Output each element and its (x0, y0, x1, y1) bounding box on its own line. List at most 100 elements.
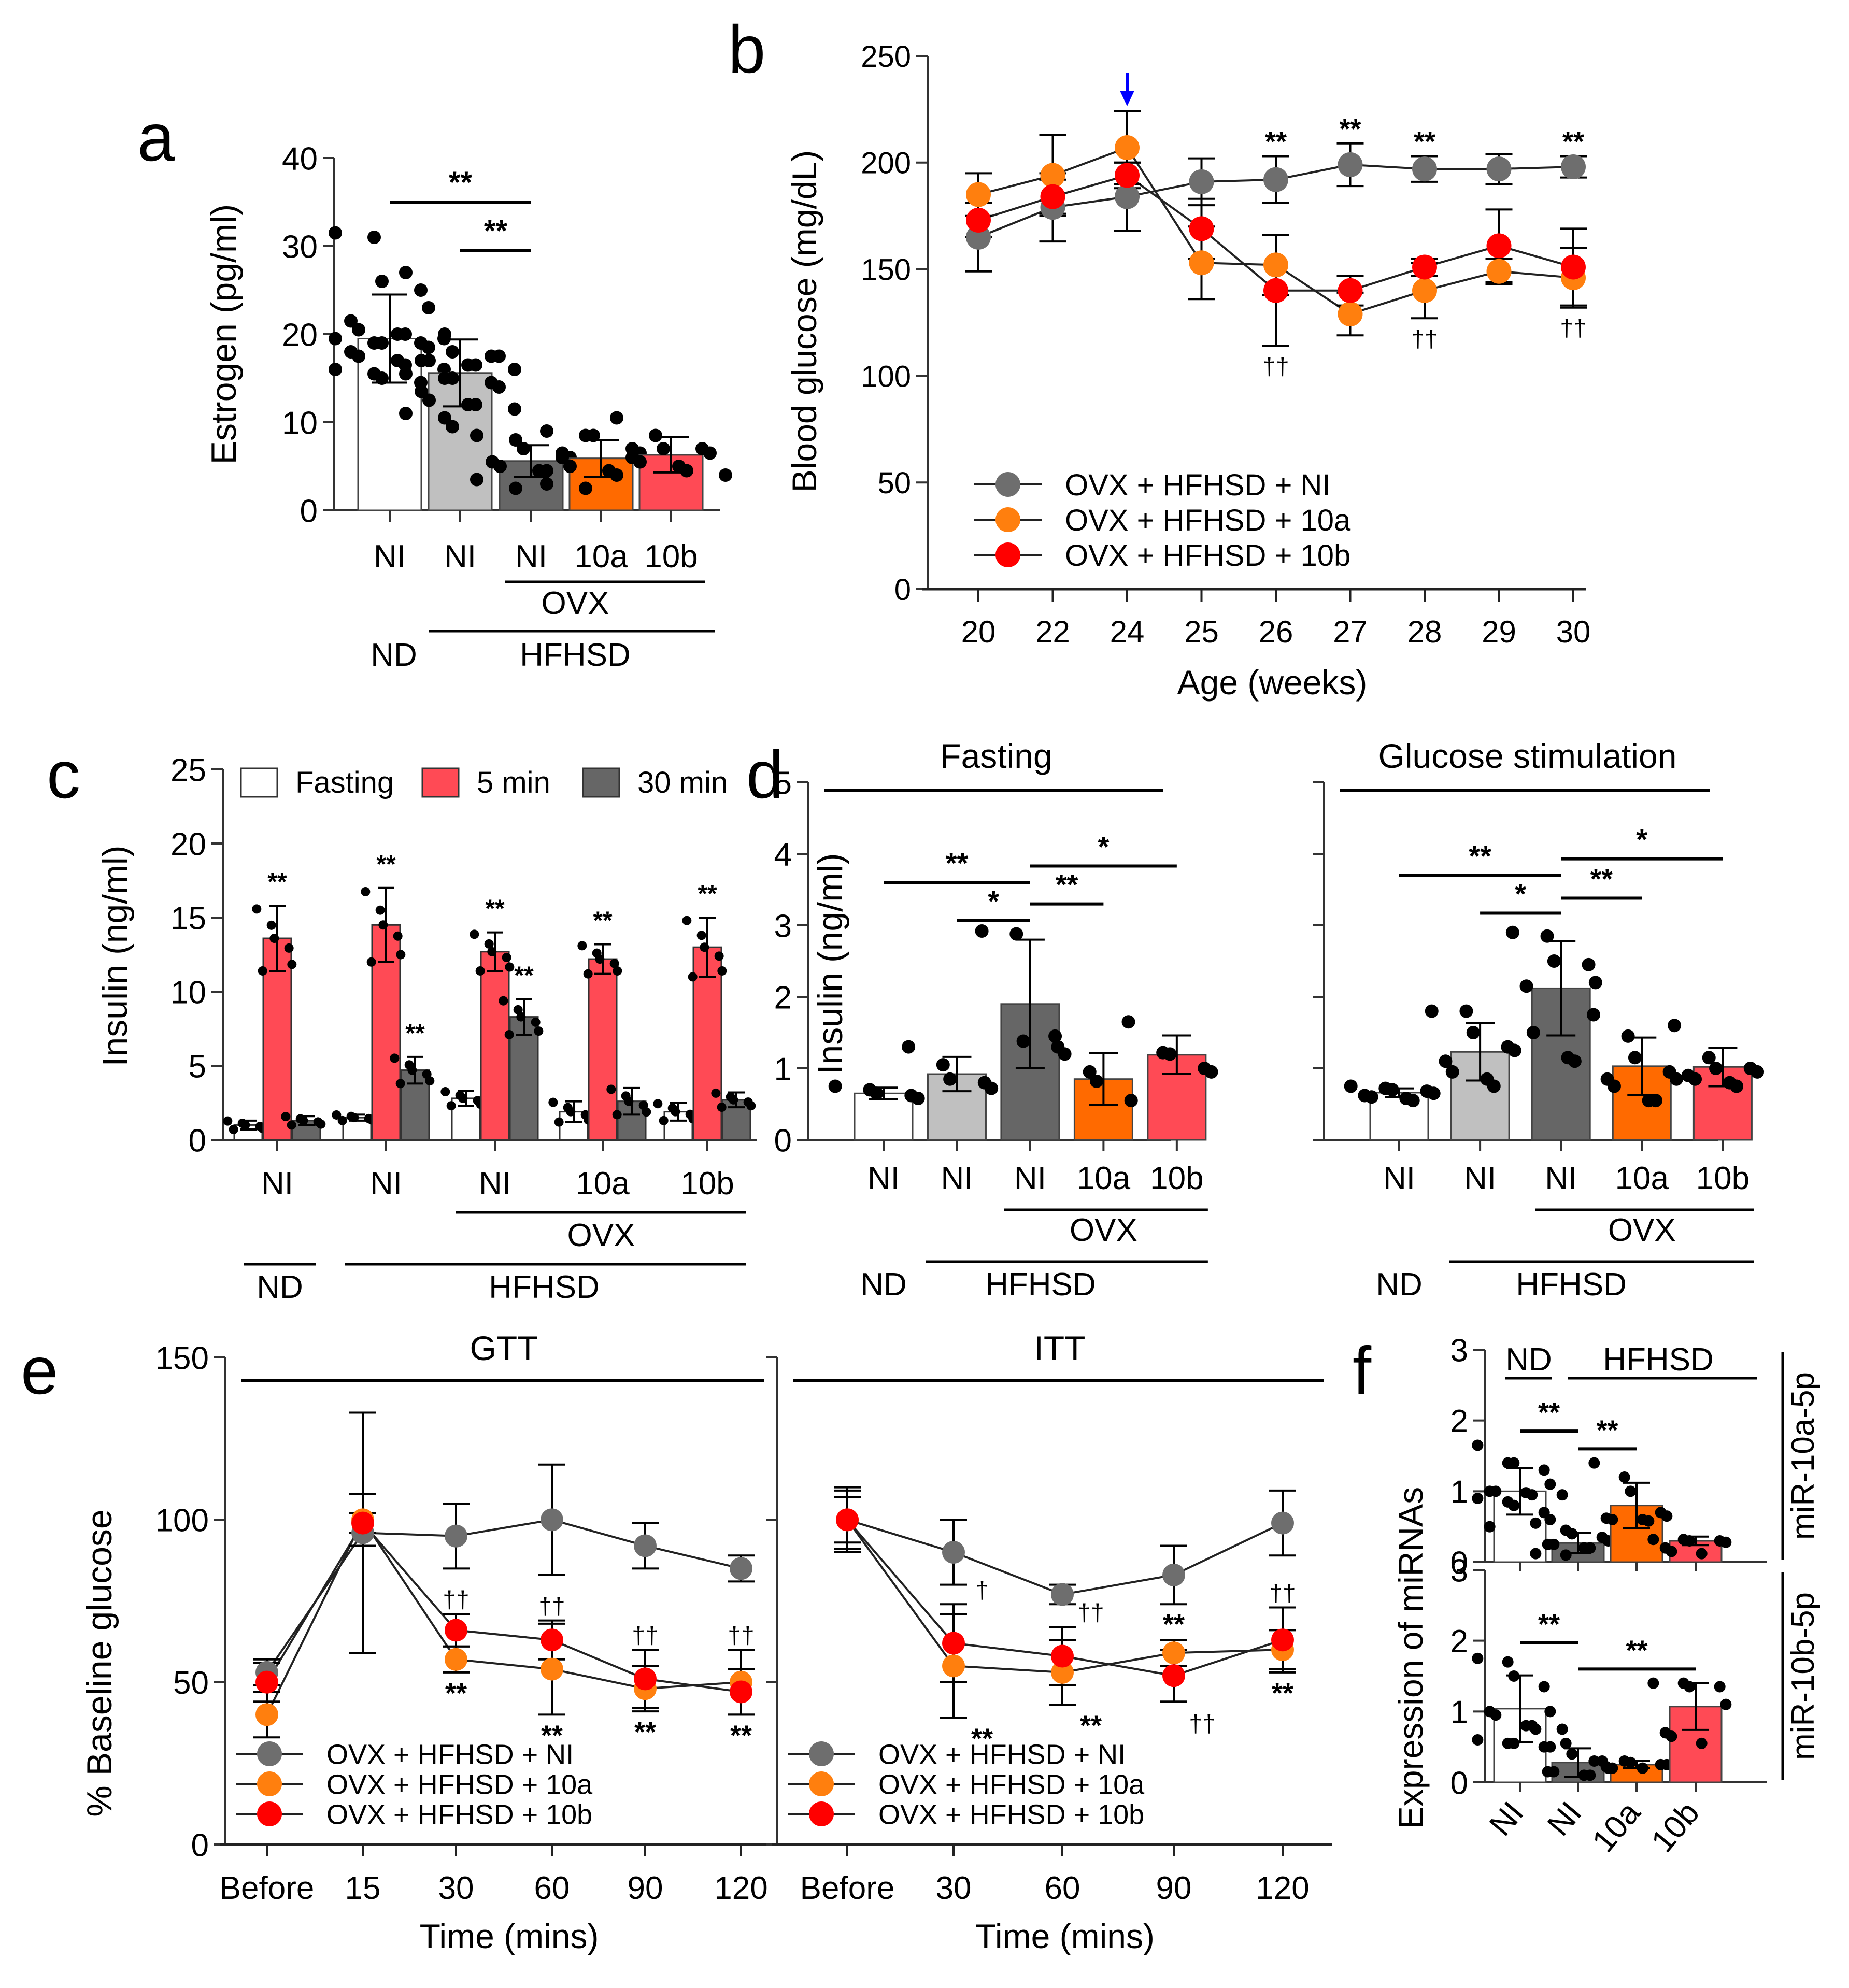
panel-c-data-point (504, 1029, 514, 1039)
panel-b-data-point (1561, 154, 1586, 180)
panel-a-data-point (517, 442, 530, 455)
panel-a-data-point (492, 380, 506, 394)
panel-d-significance-label: * (1098, 830, 1109, 863)
panel-e-data-point (255, 1670, 278, 1694)
panel-e-series-line (266, 1519, 742, 1673)
panel-e-legend-marker (809, 1801, 834, 1826)
panel-a-data-point (610, 468, 623, 482)
panel-b-data-point (1115, 163, 1140, 188)
panel-f-y-axis-tick-label: 3 (1450, 1553, 1468, 1589)
panel-e-x-tick-label: 30 (438, 1870, 474, 1906)
panel-c-data-point (642, 1107, 651, 1117)
panel-f-data-point (1526, 1489, 1538, 1501)
panel-f-data-point (1684, 1535, 1696, 1547)
panel-d-data-point (1568, 1054, 1582, 1068)
panel-d-data-point (936, 1058, 950, 1072)
panel-f-data-point (1490, 1485, 1502, 1497)
panel-a-data-point (469, 398, 482, 411)
panel-e-data-point (1051, 1644, 1074, 1668)
panel-c-legend-label: 5 min (477, 766, 550, 799)
panel-a-data-point (344, 314, 358, 328)
panel-f-data-point (1606, 1514, 1618, 1525)
panel-e-legend-label: OVX + HFHSD + NI (326, 1739, 574, 1770)
panel-e-data-point (445, 1619, 467, 1642)
panel-d-data-point (1427, 1086, 1441, 1100)
panel-a-data-point (540, 464, 553, 478)
panel-a-y-axis-tick-label: 10 (282, 405, 318, 441)
panel-a-data-point (446, 371, 459, 385)
panel-e-annotation-stars: ** (971, 1723, 993, 1754)
panel-e-data-point (836, 1508, 859, 1532)
panel-c-y-label: Insulin (ng/ml) (95, 845, 135, 1066)
panel-c-bar (480, 951, 510, 1141)
panel-c-data-point (613, 966, 622, 976)
panel-d-data-point (1406, 1094, 1420, 1108)
panel-d-subpanel-title: Fasting (940, 737, 1052, 775)
panel-a-data-point (508, 363, 521, 376)
panel-f-significance-label: ** (1538, 1609, 1560, 1640)
panel-e-y-axis-tick-label: 0 (191, 1827, 209, 1863)
panel-f-data-point (1556, 1489, 1568, 1501)
panel-d-data-point (1519, 979, 1533, 993)
panel-c-data-point (746, 1101, 756, 1111)
panel-f-data-point (1588, 1755, 1600, 1767)
panel-d-group-label-hfhsd: HFHSD (985, 1267, 1096, 1303)
panel-e-annotation-dagger: †† (632, 1622, 658, 1649)
panel-d-data-point (975, 924, 989, 938)
panel-a-data-point (329, 332, 342, 346)
panel-c-data-point (696, 931, 706, 940)
panel-a-group-label-ovx: OVX (542, 585, 609, 621)
panel-label-d: d (746, 737, 784, 812)
panel-b-x-label: Age (weeks) (1177, 663, 1368, 702)
panel-b-data-point (1338, 152, 1363, 177)
panel-c-group-label-ovx: OVX (567, 1218, 635, 1253)
panel-f-data-point (1618, 1471, 1630, 1483)
panel-a-data-point (375, 275, 389, 288)
panel-e-series-line (847, 1519, 1283, 1596)
panel-e-legend-marker (809, 1741, 834, 1766)
panel-c-legend-swatch (240, 767, 278, 798)
panel-c-data-point (258, 966, 267, 976)
panel-label-c: c (47, 737, 80, 812)
panel-e-data-point (541, 1628, 563, 1652)
panel-d-data-point (1121, 1015, 1135, 1029)
panel-e-annotation-dagger: †† (1269, 1580, 1296, 1607)
panel-b-data-point (1338, 278, 1363, 303)
panel-f-data-point (1548, 1538, 1560, 1550)
panel-d-data-point (1439, 1054, 1453, 1068)
panel-a-x-tick-label: 10b (644, 539, 698, 575)
panel-c-data-point (502, 952, 511, 962)
panel-c-legend-label: Fasting (295, 766, 394, 799)
panel-d-group-label-hfhsd: HFHSD (1516, 1267, 1627, 1303)
panel-a-y-axis-tick-label: 30 (282, 229, 318, 265)
panel-e-y-axis-tick-label: 100 (155, 1503, 209, 1539)
panel-e-y-axis-tick-label: 150 (155, 1340, 209, 1376)
panel-a-data-point (367, 231, 381, 244)
panel-e-x-tick-label: 15 (345, 1870, 381, 1906)
panel-b-annotation-stars: ** (1414, 126, 1435, 157)
panel-a-data-point (438, 411, 451, 425)
panel-e-x-tick-label: Before (800, 1870, 895, 1906)
panel-b-annotation-dagger: †† (1560, 314, 1586, 341)
panel-e-legend-marker (809, 1771, 834, 1796)
panel-a-data-point (329, 363, 342, 376)
panel-f-data-point (1720, 1698, 1732, 1710)
panel-d-y-axis-tick-label: 1 (774, 1051, 792, 1087)
panel-a-data-point (633, 455, 647, 469)
panel-f-data-point (1560, 1549, 1572, 1561)
panel-e-annotation-dagger: †† (1077, 1599, 1104, 1626)
panel-b-data-point (1561, 254, 1586, 280)
panel-d-data-point (1540, 929, 1554, 943)
panel-b-data-point (1115, 135, 1140, 160)
panel-e-annotation-stars: ** (445, 1678, 467, 1709)
panel-c-data-point (223, 1116, 233, 1126)
panel-c-data-point (714, 951, 724, 961)
panel-d-data-point (1487, 1079, 1501, 1093)
panel-c-y-axis-tick-label: 15 (170, 900, 206, 936)
panel-d-data-point (870, 1086, 884, 1100)
panel-d-data-point (1009, 927, 1023, 941)
panel-e-series-line (266, 1521, 742, 1693)
panel-a-data-point (509, 481, 522, 495)
panel-d-data-point (1668, 1019, 1682, 1033)
panel-b-data-point (1040, 184, 1065, 209)
